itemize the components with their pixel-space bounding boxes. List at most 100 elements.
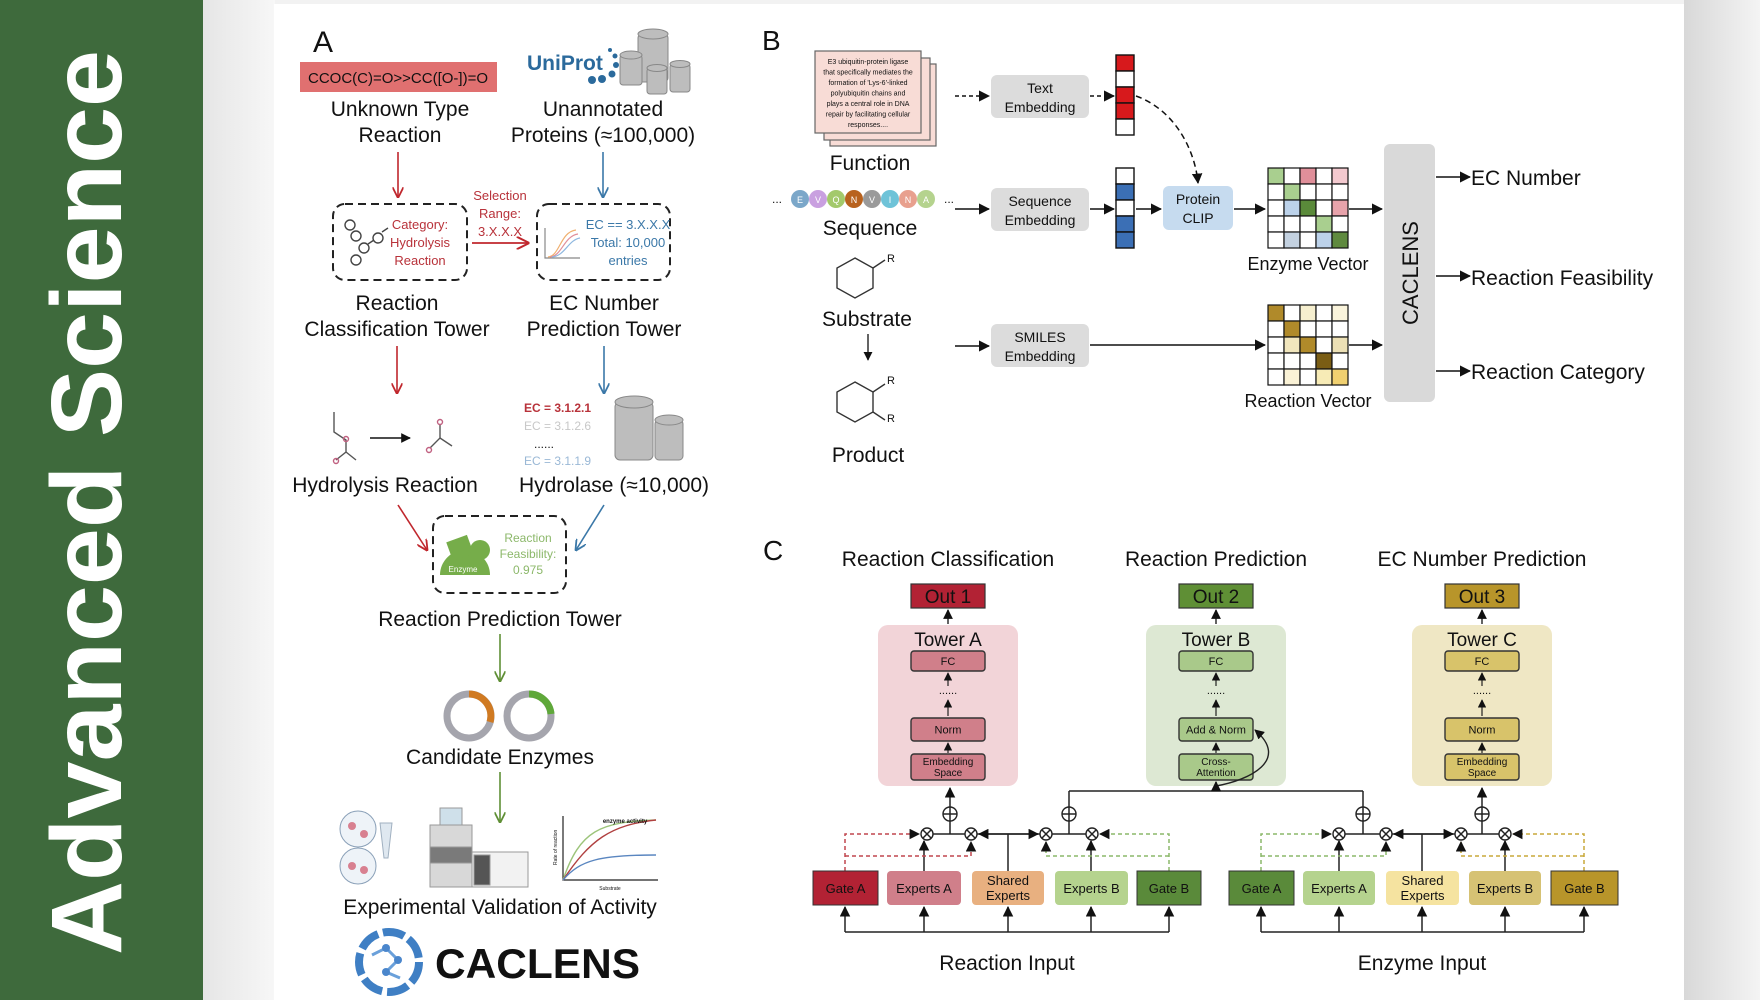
output-box <box>910 583 986 609</box>
function-text-line: responses.... <box>848 122 888 129</box>
grid-cell <box>1283 352 1301 370</box>
sequence-label: Sequence <box>823 217 918 240</box>
svg-text:R: R <box>887 375 895 387</box>
svg-text:Embedding: Embedding <box>1005 99 1076 115</box>
grid-cell <box>1331 352 1349 370</box>
molecule-icon <box>344 219 389 266</box>
sequence-embedding-box: Sequence Embedding <box>991 188 1089 231</box>
grid-cell <box>1315 183 1333 201</box>
panel-b: B E3 ubiquitin-protein ligase that specif… <box>762 25 1654 467</box>
tower-b: Reaction Prediction Out 2 Tower B FC Add & N… <box>1125 548 1307 786</box>
tower-layer <box>1178 650 1254 672</box>
layer-label: Embedding <box>923 757 974 768</box>
grid-cell <box>1331 183 1349 201</box>
classification-box <box>332 203 468 281</box>
svg-text:CACLENS: CACLENS <box>1398 221 1423 325</box>
ellipsis: ... <box>772 192 782 206</box>
grid-cell <box>1267 199 1285 217</box>
svg-text:Embedding: Embedding <box>1005 212 1076 228</box>
svg-text:SMILES: SMILES <box>1014 329 1065 345</box>
ec-list-item: EC = 3.1.2.1 <box>524 401 591 415</box>
grid-cell <box>1315 231 1333 249</box>
vector-cell <box>1115 102 1135 120</box>
svg-text:Text: Text <box>1027 80 1053 96</box>
task-heading: Reaction Classification <box>842 548 1054 571</box>
moe-box <box>1386 871 1459 905</box>
moe-box-label: Experts A <box>1311 881 1367 896</box>
residual-connection <box>1215 729 1270 787</box>
grid-cell <box>1299 336 1317 354</box>
text-vector <box>1115 54 1135 136</box>
vector-cell <box>1115 118 1135 136</box>
moe-box-label: Gate A <box>1242 881 1282 896</box>
vector-cell <box>1115 215 1135 233</box>
sequence-vector <box>1115 167 1135 249</box>
output-ec-number: EC Number <box>1471 167 1581 190</box>
journal-banner <box>0 0 203 1000</box>
grid-cell <box>1267 336 1285 354</box>
amino-acid-bead <box>791 190 809 208</box>
database-icon <box>614 395 684 461</box>
moe-box-label: Experts A <box>896 881 952 896</box>
uniprot-logo: UniProt <box>527 48 619 84</box>
grid-cell <box>1267 352 1285 370</box>
unannotated-label-1: Unannotated <box>543 98 663 121</box>
grid-cell <box>1283 183 1301 201</box>
ec-tower-label-1: EC Number <box>549 292 659 315</box>
grid-cell <box>1315 215 1333 233</box>
tower-layer <box>910 753 986 781</box>
caclens-model-bar: CACLENS <box>1384 144 1435 402</box>
grid-cell <box>1267 304 1285 322</box>
amino-acid-bead <box>827 190 845 208</box>
feasibility-box <box>432 515 567 594</box>
layer-dots: ...... <box>1473 685 1491 697</box>
tower-layer <box>1444 650 1520 672</box>
ec-line-1: EC == 3.X.X.X <box>586 217 671 232</box>
task-heading: Reaction Prediction <box>1125 548 1307 571</box>
amino-acid-letter: I <box>889 195 892 205</box>
amino-acid-letter: V <box>869 195 875 205</box>
rc-tower-label-1: Reaction <box>356 292 439 315</box>
panel-a-letter: A <box>313 26 333 59</box>
amino-acid-bead <box>845 190 863 208</box>
moe-box <box>887 871 961 905</box>
reaction-vector-label: Reaction Vector <box>1244 391 1371 411</box>
grid-cell <box>1283 368 1301 386</box>
tower-a: Reaction Classification Out 1 Tower A FC Nor… <box>842 548 1054 786</box>
layer-label: FC <box>1475 656 1490 668</box>
moe-box-label: Gate A <box>826 881 866 896</box>
output-label: Out 3 <box>1459 587 1505 608</box>
grid-cell <box>1299 167 1317 185</box>
grid-cell <box>1283 167 1301 185</box>
database-icon <box>619 28 691 95</box>
grid-cell <box>1283 304 1301 322</box>
svg-text:enzyme activity: enzyme activity <box>603 819 648 825</box>
product-structure: R R <box>836 375 895 425</box>
vector-cell <box>1115 70 1135 88</box>
moe-box-label: Experts B <box>1063 881 1119 896</box>
panel-c-letter: C <box>763 535 783 566</box>
grid-cell <box>1331 231 1349 249</box>
grid-cell <box>1331 167 1349 185</box>
amino-acid-letter: N <box>851 195 858 205</box>
vector-cell <box>1115 199 1135 217</box>
hydrolysis-label: Hydrolysis Reaction <box>292 474 478 497</box>
hplc-instrument-illustration <box>429 807 529 888</box>
grid-cell <box>1299 199 1317 217</box>
svg-text:CLIP: CLIP <box>1182 210 1213 226</box>
unknown-label-2: Reaction <box>359 124 442 147</box>
sequence-beads: ... E V Q N V I N A... <box>772 190 954 208</box>
svg-text:Protein: Protein <box>1176 191 1220 207</box>
enzyme-vector-label: Enzyme Vector <box>1247 254 1368 274</box>
grid-cell <box>1299 231 1317 249</box>
ec-line-3: entries <box>608 253 648 268</box>
input-label: Enzyme Input <box>1358 952 1487 975</box>
grid-cell <box>1267 167 1285 185</box>
layer-label: Space <box>1468 768 1497 779</box>
layer-dots: ...... <box>1207 685 1225 697</box>
selection-line-1: Selection <box>473 188 526 203</box>
layer-label: Add & Norm <box>1186 725 1246 737</box>
amino-acid-letter: N <box>905 195 912 205</box>
function-text-line: formation of 'Lys-6'-linked <box>828 80 907 87</box>
tower-title: Tower B <box>1182 630 1251 651</box>
